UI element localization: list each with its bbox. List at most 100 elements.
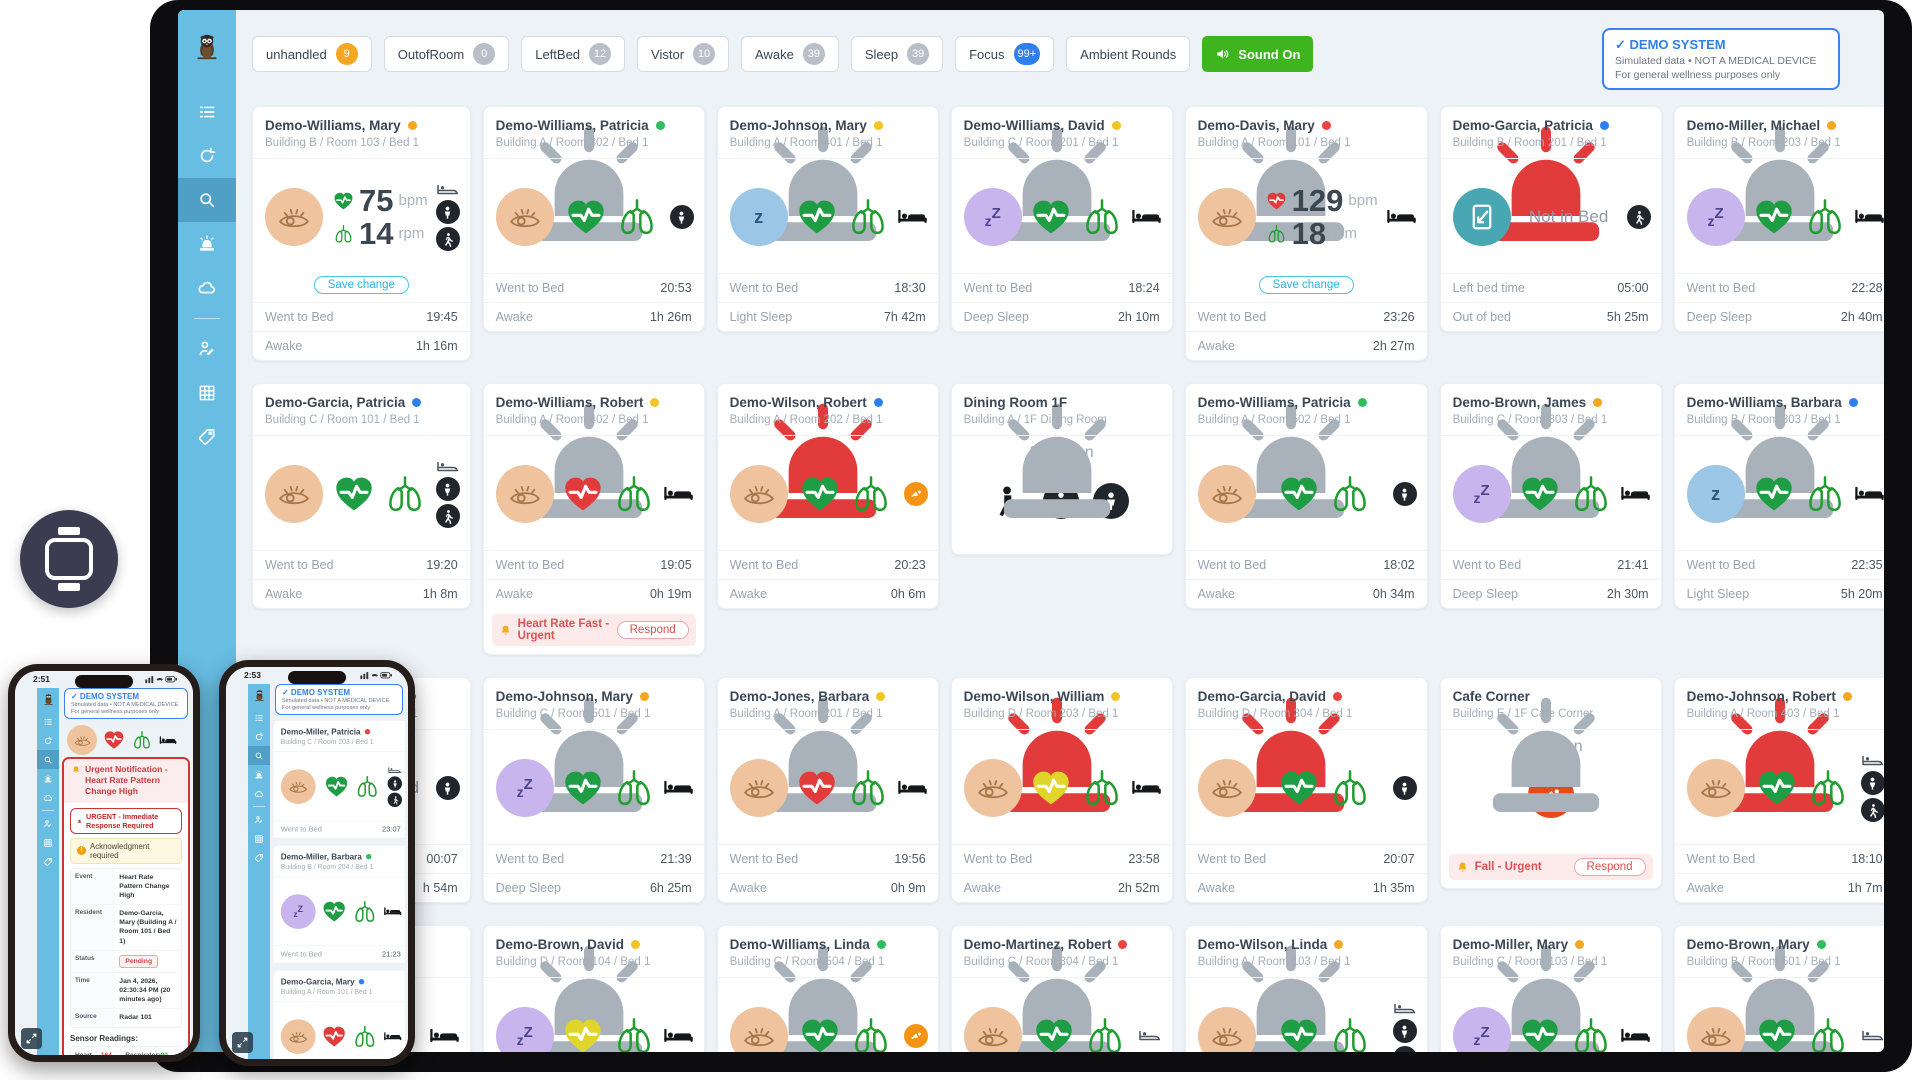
sidebar-item-refresh[interactable] (248, 727, 270, 746)
sidebar-item-refresh[interactable] (178, 134, 236, 178)
sidebar-item-person-edit[interactable] (248, 810, 270, 829)
resident-card[interactable]: Demo-Johnson, Mary Building C / Room 501 … (482, 677, 705, 903)
sidebar-item-cloud[interactable] (178, 266, 236, 310)
resident-card[interactable]: Demo-Miller, Barbara Building B / Room 20… (273, 845, 405, 963)
alarm-bell-icon[interactable] (439, 393, 460, 414)
ambient-rounds-button[interactable]: Ambient Rounds (1066, 36, 1191, 72)
resident-card[interactable]: Demo-Williams, Patricia Building A / Room… (1184, 383, 1428, 609)
resident-card[interactable]: Demo-Garcia, Mary Building A / Room 101 /… (273, 970, 405, 1059)
alarm-bell-icon[interactable] (1396, 687, 1417, 708)
sidebar-item-search[interactable] (178, 178, 236, 222)
watch-widget-button[interactable] (20, 510, 118, 608)
resident-card[interactable]: Demo-Garcia, Patricia Building C / Room 1… (252, 383, 471, 609)
resident-card[interactable]: Demo-Johnson, Mary Building A / Room 401 … (716, 106, 939, 332)
alarm-bell-icon[interactable] (389, 851, 402, 864)
resident-card[interactable]: Demo-Williams, Robert Building A / Room 4… (482, 383, 705, 655)
sidebar-item-list[interactable] (248, 708, 270, 727)
alarm-bell-icon[interactable] (673, 116, 694, 137)
resident-card[interactable]: Demo-Garcia, David Building D / Room 304 … (1184, 677, 1428, 903)
heart-rate-unit: bpm (1348, 192, 1378, 209)
filter-outofroom[interactable]: OutofRoom 0 (383, 36, 510, 72)
collapse-button[interactable] (21, 1028, 42, 1049)
resident-card[interactable]: Demo-Martinez, Robert Building C / Room 3… (950, 925, 1173, 1052)
sidebar-item-siren[interactable] (248, 765, 270, 784)
resident-card[interactable]: Demo-Miller, Michael Building B / Room 20… (1673, 106, 1884, 332)
resident-card[interactable]: Demo-Miller, Patricia Building C / Room 2… (273, 720, 405, 838)
sidebar-item-siren[interactable] (37, 769, 59, 788)
alarm-bell-icon[interactable] (1396, 393, 1417, 414)
alarm-bell-icon[interactable] (907, 393, 928, 414)
respond-button[interactable]: Respond (616, 621, 689, 639)
alarm-bell-icon[interactable] (1630, 687, 1651, 708)
alarm-bell-icon[interactable] (1630, 935, 1651, 956)
filter-vistor[interactable]: Vistor 10 (637, 36, 730, 72)
sidebar-item-person-edit[interactable] (178, 327, 236, 371)
sidebar-item-grid[interactable] (37, 833, 59, 852)
sidebar-item-person-edit[interactable] (37, 814, 59, 833)
resident-card[interactable]: Demo-Wilson, Robert Building A / Room 202… (716, 383, 939, 609)
resident-card[interactable]: Demo-Brown, Mary Building B / Room 501 / … (1673, 925, 1884, 1052)
resident-card[interactable]: Demo-Williams, David Building C / Room 20… (950, 106, 1173, 332)
respond-button[interactable]: Respond (1573, 858, 1646, 876)
sidebar-item-cloud[interactable] (37, 788, 59, 807)
resident-card[interactable]: Demo-Williams, Barbara Building B / Room … (1673, 383, 1884, 609)
save-change-button[interactable]: Save change (1258, 276, 1354, 294)
filter-focus[interactable]: Focus 99+ (955, 36, 1055, 72)
alarm-bell-icon[interactable] (389, 726, 402, 739)
alarm-bell-icon[interactable] (1141, 393, 1162, 414)
resident-card[interactable]: Demo-Miller, Mary Building C / Room 103 /… (1439, 925, 1662, 1052)
sound-on-button[interactable]: Sound On (1202, 36, 1314, 72)
alarm-bell-icon[interactable] (907, 116, 928, 137)
alarm-bell-icon[interactable] (439, 935, 460, 956)
resident-card[interactable]: Demo-Davis, Mary Building A / Room 101 / … (1184, 106, 1428, 361)
name-text: Demo-Johnson, Robert (1686, 688, 1836, 704)
sidebar-item-tag[interactable] (37, 852, 59, 871)
alarm-bell-icon[interactable] (673, 687, 694, 708)
filter-awake[interactable]: Awake 39 (741, 36, 839, 72)
filter-unhandled[interactable]: unhandled 9 (252, 36, 372, 72)
alarm-bell-icon[interactable] (1141, 935, 1162, 956)
sidebar-item-search[interactable] (248, 746, 270, 765)
alarm-bell-icon[interactable] (1141, 116, 1162, 137)
resident-card[interactable]: Demo-Brown, James Building C / Room 303 /… (1439, 383, 1662, 609)
filter-leftbed[interactable]: LeftBed 12 (521, 36, 626, 72)
alarm-bell-icon[interactable] (439, 687, 460, 708)
alarm-bell-icon[interactable] (1396, 935, 1417, 956)
resident-card[interactable]: Demo-Wilson, Linda Building A / Room 103 … (1184, 925, 1428, 1052)
alarm-bell-icon[interactable] (1864, 687, 1884, 708)
sidebar-item-list[interactable] (37, 712, 59, 731)
alarm-bell-icon[interactable] (907, 687, 928, 708)
resident-card[interactable]: Demo-Garcia, Patricia Building B / Room 2… (1439, 106, 1662, 332)
alarm-bell-icon[interactable] (907, 935, 928, 956)
alarm-bell-icon[interactable] (1630, 116, 1651, 137)
alarm-bell-icon[interactable] (1630, 393, 1651, 414)
sidebar-item-tag[interactable] (248, 848, 270, 867)
alarm-bell-icon[interactable] (1141, 687, 1162, 708)
sidebar-item-list[interactable] (178, 90, 236, 134)
alarm-bell-icon[interactable] (1864, 393, 1884, 414)
sidebar-item-siren[interactable] (178, 222, 236, 266)
alarm-bell-icon[interactable] (673, 393, 694, 414)
resident-card[interactable]: Demo-Brown, David Building D / Room 104 /… (482, 925, 705, 1052)
alarm-bell-icon[interactable] (1864, 935, 1884, 956)
resident-card[interactable]: Demo-Jones, Barbara Building A / Room 201… (716, 677, 939, 903)
alarm-bell-icon[interactable] (1864, 116, 1884, 137)
sidebar-item-search[interactable] (37, 750, 59, 769)
save-change-button[interactable]: Save change (313, 276, 409, 294)
resident-card[interactable]: Demo-Wilson, William Building D / Room 20… (950, 677, 1173, 903)
resident-card[interactable]: Demo-Williams, Mary Building B / Room 103… (252, 106, 471, 361)
alarm-bell-icon[interactable] (389, 976, 402, 989)
alarm-bell-icon[interactable] (1396, 116, 1417, 137)
sidebar-item-cloud[interactable] (248, 784, 270, 803)
resident-card[interactable]: Demo-Williams, Linda Building C / Room 50… (716, 925, 939, 1052)
sidebar-item-refresh[interactable] (37, 731, 59, 750)
resident-card[interactable]: Demo-Williams, Patricia Building A / Room… (482, 106, 705, 332)
alarm-bell-icon[interactable] (439, 116, 460, 137)
resident-card[interactable]: Demo-Johnson, Robert Building A / Room 40… (1673, 677, 1884, 903)
sidebar-item-grid[interactable] (248, 829, 270, 848)
sidebar-item-tag[interactable] (178, 415, 236, 459)
alarm-bell-icon[interactable] (673, 935, 694, 956)
collapse-button[interactable] (232, 1032, 253, 1053)
sidebar-item-grid[interactable] (178, 371, 236, 415)
filter-sleep[interactable]: Sleep 39 (850, 36, 944, 72)
